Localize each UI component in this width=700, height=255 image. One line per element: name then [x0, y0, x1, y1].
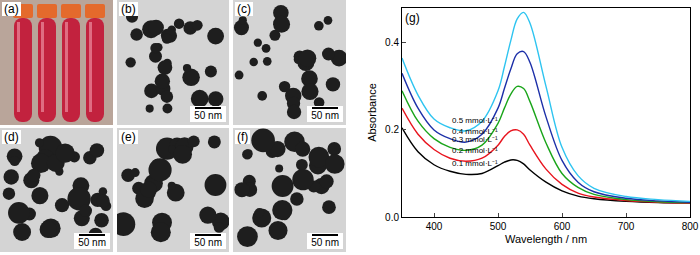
html-text:(e): (e)	[121, 130, 136, 144]
svg-text:0.1 mmol·L⁻¹: 0.1 mmol·L⁻¹	[452, 159, 498, 168]
svg-text:0.0: 0.0	[385, 212, 399, 223]
svg-text:0.2 mmol·L⁻¹: 0.2 mmol·L⁻¹	[452, 146, 498, 155]
svg-text:500: 500	[490, 221, 507, 232]
svg-text:0.3 mmol·L⁻¹: 0.3 mmol·L⁻¹	[452, 135, 498, 144]
svg-text:Absorbance: Absorbance	[366, 83, 378, 142]
html-text:50 nm: 50 nm	[194, 110, 222, 121]
html-text:(f): (f)	[237, 130, 249, 144]
svg-text:800: 800	[682, 221, 699, 232]
svg-text:0.5 mmol·L⁻¹: 0.5 mmol·L⁻¹	[452, 116, 498, 125]
html-text:50 nm: 50 nm	[194, 237, 222, 248]
html-text:(c): (c)	[237, 2, 251, 16]
html-text:50 nm: 50 nm	[78, 237, 106, 248]
html-text:(d): (d)	[4, 130, 19, 144]
html-text:(b): (b)	[121, 2, 136, 16]
svg-text:400: 400	[426, 221, 443, 232]
svg-text:0.2: 0.2	[385, 124, 399, 135]
svg-text:Wavelength / nm: Wavelength / nm	[505, 233, 587, 245]
svg-text:700: 700	[618, 221, 635, 232]
svg-text:0.4: 0.4	[385, 37, 399, 48]
html-text:(a): (a)	[4, 2, 19, 16]
svg-text:600: 600	[554, 221, 571, 232]
svg-text:0.4 mmol·L⁻¹: 0.4 mmol·L⁻¹	[452, 127, 498, 136]
html-text:50 nm: 50 nm	[311, 237, 339, 248]
svg-text:(g): (g)	[405, 11, 420, 25]
html-text:50 nm: 50 nm	[311, 110, 339, 121]
